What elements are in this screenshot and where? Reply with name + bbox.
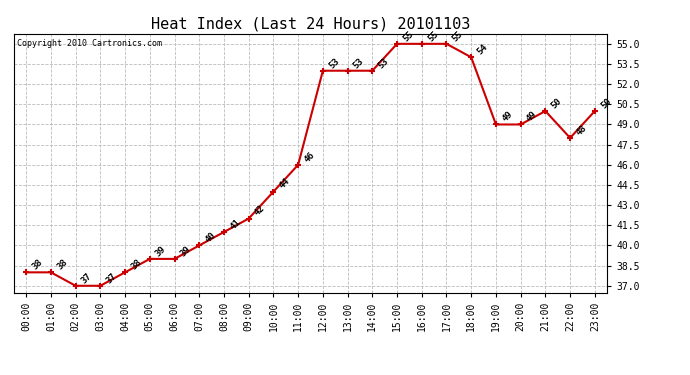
Text: 55: 55: [451, 29, 464, 43]
Text: 55: 55: [401, 29, 415, 43]
Text: 48: 48: [574, 123, 589, 137]
Text: 53: 53: [352, 56, 366, 70]
Text: 37: 37: [104, 271, 119, 285]
Text: 40: 40: [204, 231, 217, 244]
Text: 49: 49: [500, 110, 514, 124]
Text: 53: 53: [377, 56, 391, 70]
Text: 46: 46: [302, 150, 316, 164]
Text: 38: 38: [30, 258, 44, 272]
Text: 38: 38: [129, 258, 144, 272]
Text: 53: 53: [327, 56, 341, 70]
Text: 39: 39: [154, 244, 168, 258]
Text: 54: 54: [475, 42, 489, 57]
Text: 42: 42: [253, 204, 267, 218]
Text: 55: 55: [426, 29, 440, 43]
Text: 50: 50: [599, 96, 613, 110]
Text: Copyright 2010 Cartronics.com: Copyright 2010 Cartronics.com: [17, 39, 161, 48]
Text: 39: 39: [179, 244, 193, 258]
Text: 44: 44: [277, 177, 292, 191]
Title: Heat Index (Last 24 Hours) 20101103: Heat Index (Last 24 Hours) 20101103: [151, 16, 470, 31]
Text: 37: 37: [80, 271, 94, 285]
Text: 41: 41: [228, 217, 242, 231]
Text: 49: 49: [525, 110, 539, 124]
Text: 38: 38: [55, 258, 69, 272]
Text: 50: 50: [549, 96, 564, 110]
